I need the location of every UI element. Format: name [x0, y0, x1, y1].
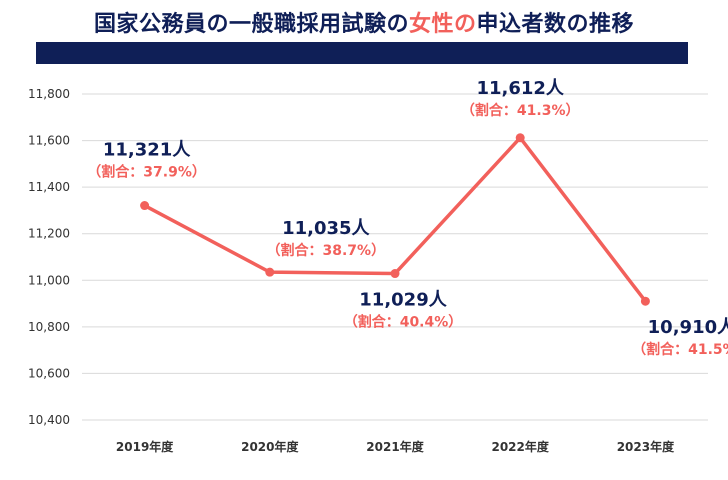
y-axis-ticks: 10,400 10,600 10,800 11,000 11,200 11,400 11,6…: [28, 87, 70, 427]
data-ratio-label: （割合：38.7%）: [267, 242, 386, 259]
title-underline-bar: [36, 42, 688, 64]
data-value-label: 10,910人: [648, 317, 728, 338]
data-value-label: 11,321人: [103, 140, 191, 161]
x-axis-ticks: 2019年度 2020年度 2021年度 2022年度 2023年度: [116, 439, 675, 454]
x-tick-label: 2021年度: [366, 439, 424, 454]
data-value-label: 11,612人: [476, 78, 564, 99]
data-value-label: 11,035人: [282, 218, 370, 239]
data-point: [390, 269, 400, 279]
x-tick-label: 2019年度: [116, 439, 174, 454]
data-value-label: 11,029人: [359, 290, 447, 311]
data-points: [140, 133, 650, 306]
chart-title-prefix: 国家公務員の一般職採用試験の: [93, 12, 409, 37]
y-tick-label: 10,800: [28, 320, 70, 334]
y-tick-label: 11,600: [28, 134, 70, 148]
x-tick-label: 2020年度: [241, 439, 299, 454]
y-tick-label: 10,600: [28, 366, 70, 380]
y-tick-label: 11,800: [28, 87, 70, 101]
data-ratio-label: （割合：41.5%）: [632, 341, 728, 358]
y-tick-label: 11,200: [28, 227, 70, 241]
y-tick-label: 10,400: [28, 413, 70, 427]
data-ratio-label: （割合：40.4%）: [344, 314, 463, 331]
data-point: [515, 133, 525, 143]
y-tick-label: 11,000: [28, 273, 70, 287]
chart-title-suffix: 申込者数の推移: [476, 12, 635, 37]
chart-title: 国家公務員の一般職採用試験の女性の申込者数の推移: [0, 6, 728, 38]
data-ratio-label: （割合：41.3%）: [461, 102, 580, 119]
chart-title-highlight: 女性の: [408, 12, 477, 37]
x-tick-label: 2023年度: [617, 439, 675, 454]
data-point: [140, 201, 150, 211]
data-point: [265, 267, 275, 277]
y-tick-label: 11,400: [28, 180, 70, 194]
data-ratio-label: （割合：37.9%）: [87, 164, 206, 181]
x-tick-label: 2022年度: [491, 439, 549, 454]
gridlines: [82, 93, 708, 421]
data-point: [640, 296, 650, 306]
data-labels: 11,321人 （割合：37.9%） 11,035人 （割合：38.7%） 11,029…: [87, 78, 728, 358]
